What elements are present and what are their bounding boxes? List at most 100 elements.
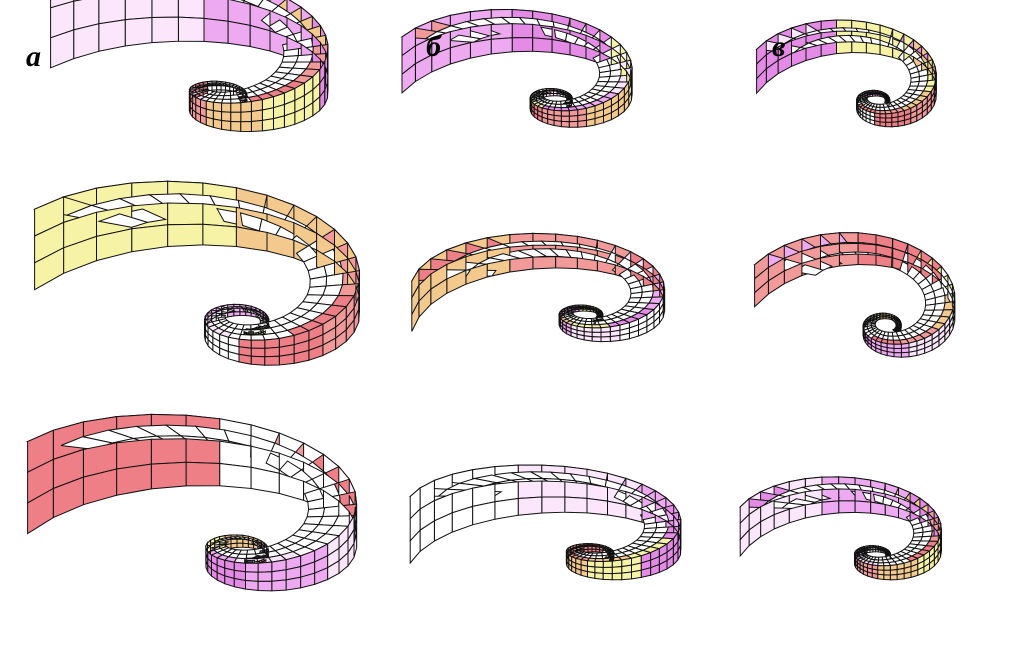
mesh-cell <box>603 567 612 573</box>
mesh-cell <box>246 581 259 591</box>
mesh-cell <box>186 439 220 464</box>
mesh-cell <box>886 118 892 123</box>
mesh-cell <box>909 351 917 357</box>
mesh-cell <box>251 313 256 317</box>
mesh-cell <box>886 113 892 118</box>
mesh-cell <box>533 38 552 53</box>
mesh-cell <box>307 286 326 295</box>
mesh-cell <box>168 224 203 246</box>
mesh-cell <box>274 116 285 130</box>
mesh-cell <box>603 561 612 567</box>
mesh-cell <box>251 348 264 357</box>
mesh-cell <box>592 337 601 342</box>
mesh-cell <box>279 354 294 365</box>
mesh-cell <box>852 42 867 53</box>
mesh-cell <box>894 353 901 358</box>
mesh-cell <box>251 110 262 122</box>
mesh-cell <box>512 24 533 38</box>
mesh-cell <box>231 103 241 113</box>
mesh-cell <box>286 577 301 590</box>
panel-label: в <box>772 30 785 63</box>
mesh-cell <box>586 119 595 127</box>
mesh-cell <box>265 356 280 365</box>
mesh-cell <box>610 335 620 341</box>
mesh-cell <box>550 93 554 96</box>
mesh-cell <box>839 501 855 513</box>
mesh-cell <box>904 572 911 579</box>
mesh-cell <box>875 121 880 126</box>
mesh-cell <box>204 0 228 21</box>
mesh-cell <box>592 549 596 552</box>
mesh-cell <box>596 549 600 552</box>
mesh-cell <box>152 0 179 18</box>
mesh-cell <box>265 339 280 349</box>
mesh-cell <box>898 120 904 126</box>
mesh-cell <box>518 497 542 515</box>
mesh-cell <box>203 224 237 246</box>
mesh-cell <box>569 116 577 122</box>
mesh-cell <box>890 575 897 580</box>
mesh-cell <box>231 543 237 548</box>
mesh-cell <box>186 462 220 486</box>
mesh-cell <box>512 38 533 52</box>
mesh-cell <box>542 497 565 513</box>
mesh-cell <box>243 543 249 547</box>
mesh-cell <box>884 566 890 571</box>
mesh-cell <box>241 102 252 113</box>
mesh-cell <box>220 464 251 489</box>
mesh-cell <box>588 549 592 552</box>
mesh-cell <box>598 77 610 82</box>
mesh-cell <box>887 352 894 357</box>
mesh-cell <box>822 501 839 515</box>
mesh-cell <box>601 337 610 342</box>
mesh-cell <box>246 312 251 316</box>
mesh-cell <box>894 344 901 348</box>
mesh-cell <box>884 570 890 575</box>
mesh-cell <box>579 309 583 311</box>
mesh-cell <box>880 122 886 127</box>
mesh-cell <box>594 323 596 324</box>
mesh-cell <box>884 575 890 580</box>
mesh-cell <box>178 0 204 18</box>
mesh-cell <box>234 312 240 316</box>
mesh-cell <box>901 352 909 357</box>
mesh-cell <box>323 506 341 517</box>
mesh-cell <box>855 501 871 513</box>
mesh-cell <box>220 441 251 467</box>
mesh-cell <box>581 570 587 577</box>
mesh-cell <box>871 502 886 515</box>
mesh-cell <box>578 120 587 127</box>
mesh-cell <box>206 117 213 127</box>
mesh-cell <box>237 543 243 547</box>
mesh-cell <box>246 563 259 572</box>
mesh-cell <box>228 312 234 317</box>
mesh-cell <box>889 104 890 106</box>
mesh-cell <box>643 528 657 533</box>
mesh-cell <box>241 122 252 132</box>
mesh-cell <box>234 579 245 590</box>
mesh-cell <box>151 462 186 489</box>
mesh-cell <box>822 489 839 502</box>
mesh-cell <box>258 572 272 582</box>
mesh-cell <box>510 257 533 272</box>
mesh-cell <box>595 573 603 580</box>
mesh-cell <box>231 122 241 132</box>
mesh-cell <box>821 42 836 56</box>
mesh-cell <box>495 499 518 520</box>
figure: а б в <box>0 0 1034 671</box>
mesh-cell <box>258 581 272 591</box>
mesh-cell <box>587 309 591 311</box>
mesh-cell <box>204 18 228 43</box>
mesh-cell <box>878 574 884 579</box>
mesh-cell <box>554 120 561 126</box>
mesh-cell <box>893 340 901 344</box>
panel-label: а <box>26 40 41 73</box>
panel-label: б <box>426 30 442 63</box>
mesh-cell <box>491 38 512 54</box>
mesh-cell <box>533 257 556 269</box>
mesh-cell <box>805 502 822 518</box>
mesh-cell <box>237 539 243 543</box>
mesh-cell <box>213 119 221 129</box>
mesh-cell <box>246 572 259 582</box>
mesh-cell <box>99 20 125 52</box>
